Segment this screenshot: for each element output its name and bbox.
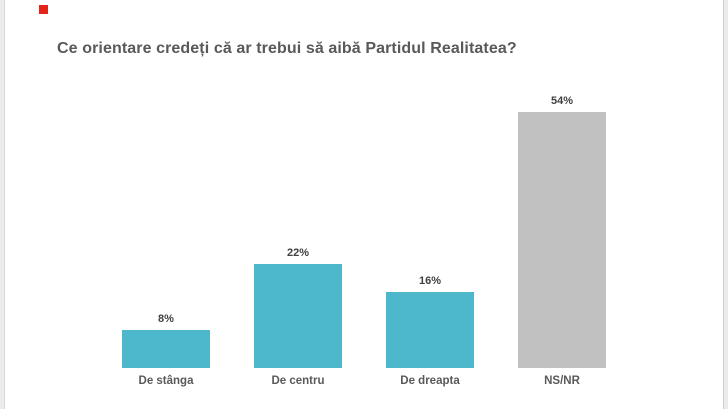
bar-column-de-st-nga: 8% De stânga: [100, 94, 232, 390]
category-label: De dreapta: [400, 375, 460, 387]
slide-left-edge: [0, 0, 5, 409]
slide-right-edge: [723, 0, 728, 409]
value-label: 22%: [286, 247, 310, 259]
bar-column-de-centru: 22% De centru: [232, 94, 364, 390]
category-label: De stânga: [138, 375, 194, 387]
bar: [386, 292, 474, 368]
bar: [122, 330, 210, 368]
bar-chart: 8% De stânga 22% De centru 16% De dreapta 54% N…: [100, 94, 628, 390]
value-label: 16%: [418, 275, 442, 287]
category-label: NS/NR: [544, 375, 580, 387]
chart-title: Ce orientare credeți că ar trebui să aib…: [57, 40, 517, 57]
bar: [518, 112, 606, 368]
value-label: 54%: [550, 95, 574, 107]
red-square-marker: [39, 5, 48, 14]
bar-column-ns-nr: 54% NS/NR: [496, 94, 628, 390]
value-label: 8%: [158, 313, 174, 325]
bar: [254, 264, 342, 368]
category-label: De centru: [271, 375, 325, 387]
bar-column-de-dreapta: 16% De dreapta: [364, 94, 496, 390]
